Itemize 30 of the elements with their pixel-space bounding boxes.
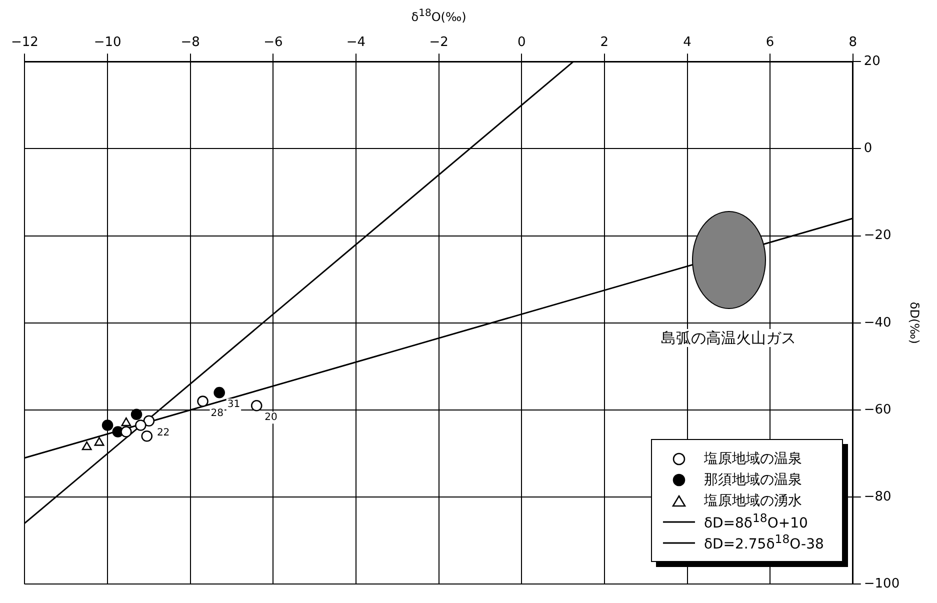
- x-tick-label: 6: [766, 35, 774, 50]
- x-tick-label: 8: [848, 35, 858, 50]
- x-tick-label: −12: [11, 35, 38, 50]
- x-tick-label: −2: [429, 35, 448, 50]
- y-tick-label: −100: [864, 576, 900, 592]
- annotation: 28: [210, 408, 224, 419]
- legend-label: 那須地域の温泉: [704, 470, 802, 489]
- annotation: 22: [156, 427, 170, 438]
- legend-label: δD=2.75δ$^{18}$O-38: [704, 532, 824, 554]
- y-tick-label: −20: [864, 228, 892, 244]
- x-tick-label: 4: [683, 35, 692, 50]
- x-tick-label: 0: [517, 35, 526, 50]
- y-axis-title: δD(‰): [908, 302, 922, 344]
- annotation: 31: [227, 399, 240, 410]
- x-tick-label: −6: [264, 35, 283, 50]
- y-tick-label: −80: [864, 489, 892, 504]
- y-tick-label: 20: [864, 54, 880, 69]
- annotation: 20: [264, 412, 278, 424]
- legend-label: δD=8δ$^{18}$O+10: [704, 511, 808, 532]
- y-tick-label: 0: [864, 141, 872, 156]
- y-tick-label: −40: [864, 315, 892, 330]
- x-tick-label: −10: [94, 35, 122, 50]
- y-tick-label: −60: [864, 402, 892, 418]
- x-tick-label: −8: [180, 35, 200, 50]
- x-tick-label: −4: [346, 35, 366, 50]
- x-axis-title: δ$^{18}$O(‰): [410, 8, 468, 24]
- x-tick-label: 2: [600, 35, 609, 50]
- annotation: 島弧の高温火山ガス: [661, 328, 796, 347]
- legend-label: 塩原地域の温泉: [704, 450, 802, 468]
- legend-label: 塩原地域の湧水: [704, 492, 802, 510]
